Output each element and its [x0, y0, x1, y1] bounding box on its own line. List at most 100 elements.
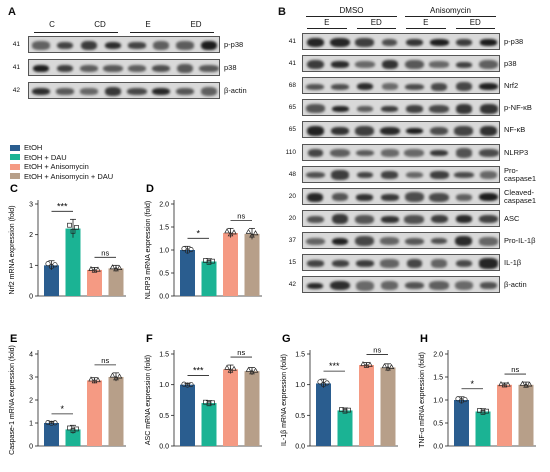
blot-band — [404, 192, 425, 203]
treatment-group-label: Anisomycin — [430, 6, 471, 15]
data-point — [67, 222, 72, 228]
significance-label: ns — [511, 365, 519, 374]
y-axis-label: NLRP3 mRNA expression (fold) — [145, 201, 152, 299]
y-tick-label: 1 — [29, 263, 33, 270]
data-point — [45, 261, 51, 267]
blot-band — [480, 282, 497, 289]
blot-band — [356, 105, 373, 112]
data-point — [501, 382, 508, 388]
blot-band — [307, 282, 324, 289]
protein-label: Pro-IL-1β — [504, 235, 536, 245]
blot-band — [405, 172, 423, 179]
blot-band — [57, 64, 73, 73]
blot-band — [32, 87, 50, 96]
molecular-weight: 65 — [288, 104, 296, 112]
blot-band — [307, 192, 324, 202]
blot-band — [381, 38, 398, 47]
blot-band — [430, 126, 449, 136]
blot-band — [479, 215, 499, 224]
blot-band — [406, 259, 423, 268]
data-point — [462, 397, 468, 403]
bar-chart-c: C Nrf2 mRNA expression (fold) 0 1 2 3 *** ns — [9, 183, 126, 301]
treatment-group-line — [405, 16, 496, 17]
significance-label: *** — [329, 361, 340, 371]
blot-band — [480, 171, 497, 179]
blot-strip — [302, 209, 500, 227]
y-tick-label: 3 — [29, 375, 33, 382]
lane-group-line — [34, 32, 118, 33]
blot-band — [429, 192, 450, 202]
lane-label: ED — [190, 20, 202, 29]
bar — [65, 228, 81, 296]
molecular-weight: 20 — [288, 192, 296, 200]
legend-label: EtOH + Anisomycin + DAU — [24, 171, 114, 181]
blot-band — [381, 60, 398, 70]
bar-chart-f: F ASC mRNA expression (fold) 0.0 0.5 1.0 1.5 *… — [145, 333, 262, 451]
blot-band — [479, 39, 498, 46]
data-point — [70, 228, 76, 234]
data-point — [188, 247, 194, 253]
blot-band — [305, 171, 326, 179]
blot-band — [455, 236, 473, 247]
data-point — [95, 376, 101, 383]
bar — [359, 365, 374, 446]
blot-band — [479, 258, 498, 269]
blot-band — [478, 148, 499, 158]
blot-strip — [28, 36, 220, 53]
protein-label: NLRP3 — [504, 147, 529, 157]
panel-letter: C — [10, 183, 18, 195]
data-point — [367, 361, 373, 367]
y-axis-label: IL-1β mRNA expression (fold) — [281, 354, 288, 446]
blot-band — [404, 215, 425, 224]
data-point — [245, 366, 252, 372]
bar — [87, 269, 102, 296]
blot-band — [379, 237, 400, 246]
data-point — [363, 362, 370, 368]
blot-band — [331, 61, 349, 68]
data-point — [324, 380, 330, 386]
molecular-weight: 65 — [288, 126, 296, 134]
y-tick-label: 1.5 — [433, 375, 443, 382]
blot-band — [380, 193, 399, 201]
blot-band — [429, 171, 449, 180]
blot-band — [80, 88, 98, 95]
blot-band — [104, 41, 122, 50]
blot-band — [405, 59, 424, 70]
protein-label: p-NF-κB — [504, 103, 532, 113]
lane-line — [307, 28, 347, 29]
data-point — [498, 381, 504, 387]
data-point — [116, 264, 123, 270]
significance-label: * — [470, 379, 474, 389]
blot-band — [306, 237, 325, 246]
data-point — [52, 420, 58, 426]
blot-band — [430, 149, 448, 157]
blot-band — [454, 126, 474, 136]
data-point — [505, 381, 511, 387]
molecular-weight: 20 — [288, 214, 296, 222]
protein-label: Cleaved- caspase1 — [504, 187, 537, 205]
blot-band — [176, 41, 194, 50]
data-point — [206, 401, 212, 407]
data-point — [113, 266, 119, 272]
blot-band — [356, 171, 373, 179]
blot-band — [306, 125, 325, 136]
blot-band — [151, 64, 171, 73]
blot-band — [431, 82, 448, 91]
y-axis-label: TNF-α mRNA expression (fold) — [419, 352, 426, 448]
lane-label: CD — [94, 20, 106, 29]
protein-label: β-actin — [224, 86, 247, 95]
y-tick-label: 2 — [29, 232, 33, 239]
blot-band — [32, 41, 50, 50]
blot-band — [331, 260, 349, 267]
y-tick-label: 0.0 — [433, 444, 443, 451]
blot-band — [332, 193, 348, 202]
bar — [244, 233, 260, 296]
blot-band — [456, 61, 472, 68]
bar-chart-g: G IL-1β mRNA expression (fold) 0.0 0.5 1.0 1.… — [281, 333, 398, 451]
data-point — [381, 363, 388, 369]
bar — [316, 383, 331, 446]
blot-strip — [28, 82, 220, 99]
lane-group-line — [130, 32, 214, 33]
blot-band — [406, 38, 423, 47]
y-tick-label: 1.0 — [295, 382, 305, 389]
